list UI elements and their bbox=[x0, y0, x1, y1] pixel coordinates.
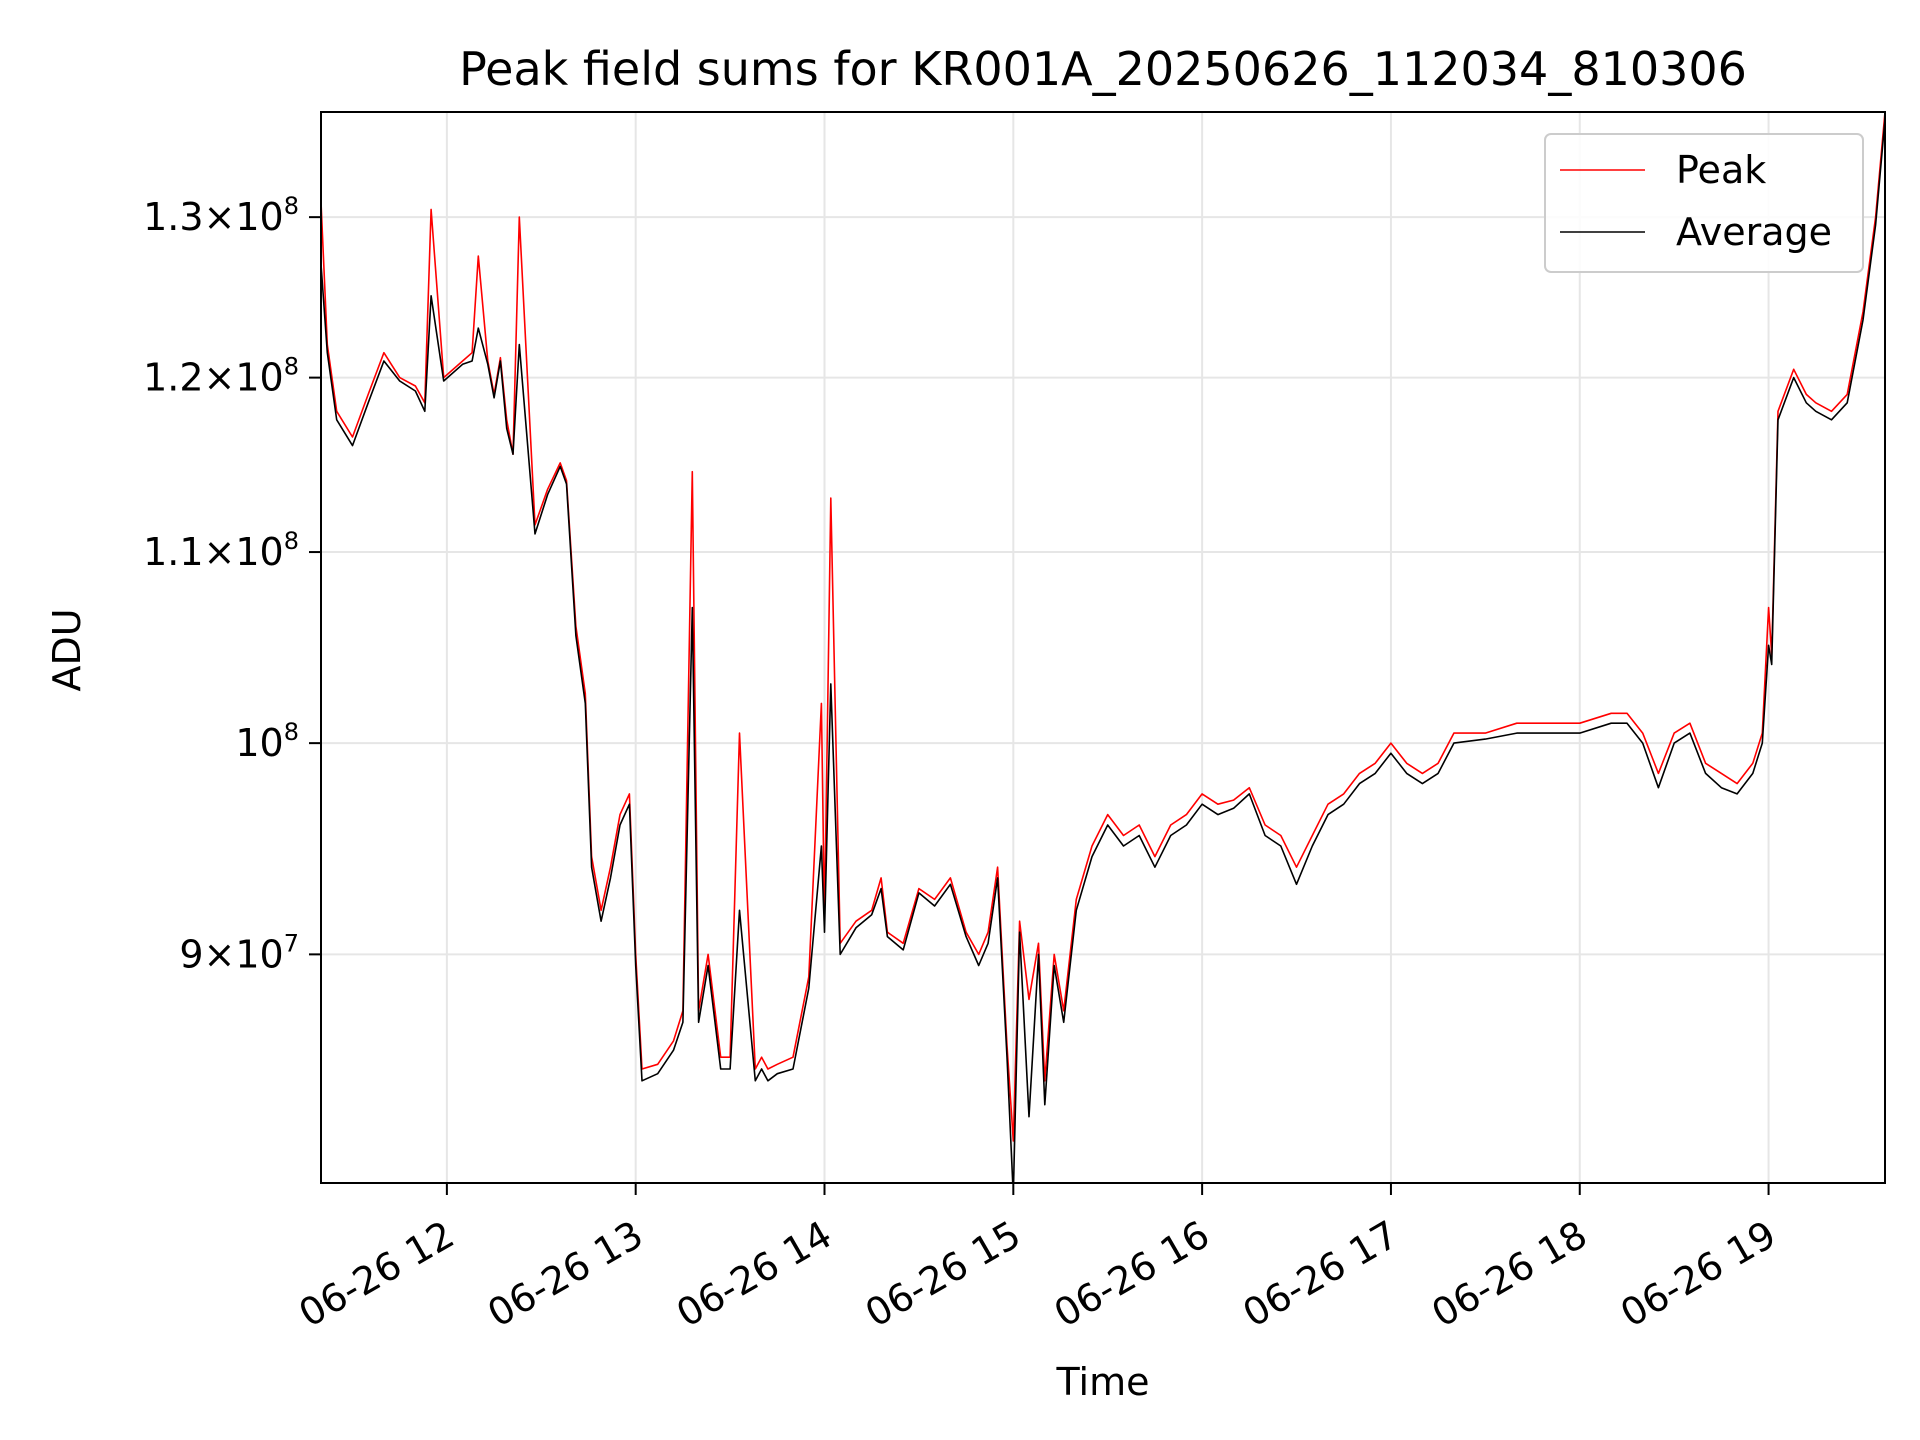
legend-box bbox=[1544, 133, 1864, 273]
grid-layer bbox=[321, 112, 1885, 1183]
legend: Peak Average bbox=[1544, 133, 1864, 273]
x-tick-label: 06-26 13 bbox=[480, 1212, 650, 1336]
y-tick-exponent: 8 bbox=[284, 527, 299, 555]
y-tick-base: 10 bbox=[235, 356, 283, 400]
x-tick-label: 06-26 19 bbox=[1613, 1212, 1783, 1336]
x-tick-label: 06-26 17 bbox=[1236, 1212, 1406, 1336]
series-line-average bbox=[321, 119, 1885, 1183]
x-tick-label: 06-26 18 bbox=[1424, 1212, 1594, 1336]
y-tick-base: 10 bbox=[235, 932, 283, 976]
y-tick-label: 1.2×108 bbox=[143, 353, 299, 400]
legend-label-average: Average bbox=[1676, 210, 1832, 254]
legend-label-peak: Peak bbox=[1676, 148, 1766, 192]
chart-title: Peak field sums for KR001A_20250626_1120… bbox=[459, 42, 1747, 96]
x-ticks: 06-26 12 06-26 13 06-26 14 06-26 15 06-26 16… bbox=[291, 1183, 1783, 1336]
y-axis-label: ADU bbox=[45, 608, 89, 691]
y-tick-times: × bbox=[204, 932, 236, 976]
x-axis-label: Time bbox=[1056, 1360, 1150, 1404]
y-tick-times: × bbox=[204, 195, 236, 239]
y-tick-base: 10 bbox=[235, 195, 283, 239]
y-tick-exponent: 8 bbox=[284, 718, 299, 746]
y-tick-label: 1.1×108 bbox=[143, 527, 299, 574]
y-tick-exponent: 7 bbox=[284, 929, 299, 957]
y-tick-exponent: 8 bbox=[284, 192, 299, 220]
x-tick-label: 06-26 12 bbox=[291, 1212, 461, 1336]
x-tick-label: 06-26 14 bbox=[669, 1212, 839, 1336]
y-tick-label: 108 bbox=[235, 718, 299, 765]
x-tick-label: 06-26 16 bbox=[1047, 1212, 1217, 1336]
x-tick-label: 06-26 15 bbox=[858, 1212, 1028, 1336]
series-layer bbox=[321, 112, 1885, 1183]
y-tick-times: × bbox=[204, 530, 236, 574]
y-tick-base: 10 bbox=[235, 721, 283, 765]
y-tick-exponent: 8 bbox=[284, 353, 299, 381]
y-tick-base: 10 bbox=[235, 530, 283, 574]
y-tick-label: 9×107 bbox=[179, 929, 299, 976]
series-line-peak bbox=[321, 112, 1885, 1142]
y-tick-times: × bbox=[204, 356, 236, 400]
y-tick-mantissa: 9 bbox=[179, 932, 203, 976]
y-tick-mantissa: 1.1 bbox=[143, 530, 203, 574]
plot-frame bbox=[320, 111, 1886, 1184]
y-tick-mantissa: 1.3 bbox=[143, 195, 203, 239]
y-tick-mantissa: 1.2 bbox=[143, 356, 203, 400]
y-tick-label: 1.3×108 bbox=[143, 192, 299, 239]
